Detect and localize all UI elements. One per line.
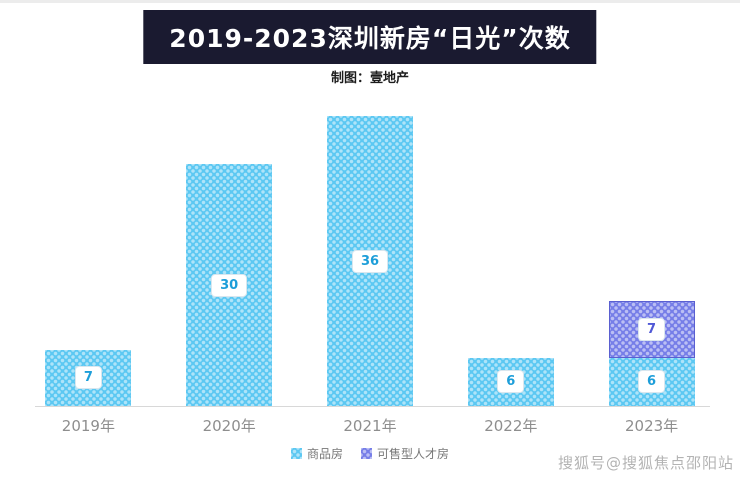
value-label: 7 bbox=[74, 366, 102, 390]
bar-column: 6 bbox=[440, 98, 581, 406]
plot-area: 7 30 36 6 7 6 bbox=[18, 98, 722, 406]
value-label: 36 bbox=[351, 249, 389, 273]
legend-swatch bbox=[361, 448, 372, 459]
x-axis-label: 2022年 bbox=[484, 417, 538, 435]
bar-column: 7 bbox=[18, 98, 159, 406]
legend-item: 商品房 bbox=[290, 445, 343, 462]
bar-segment: 7 bbox=[608, 301, 695, 358]
x-axis-labels: 2019年 2020年 2021年 2022年 2023年 bbox=[18, 415, 722, 436]
bar-column: 30 bbox=[159, 98, 300, 406]
x-axis-label: 2021年 bbox=[343, 417, 397, 435]
legend-label: 商品房 bbox=[306, 447, 343, 461]
value-label: 7 bbox=[638, 318, 666, 341]
x-axis-label: 2019年 bbox=[61, 417, 115, 435]
legend: 商品房 可售型人才房 bbox=[0, 445, 740, 462]
legend-item: 可售型人才房 bbox=[361, 445, 449, 462]
bar-segment: 36 bbox=[326, 116, 413, 406]
x-axis-label: 2023年 bbox=[624, 417, 679, 435]
bar-segment: 6 bbox=[608, 357, 695, 406]
chart-title: 2019-2023深圳新房“日光”次数 bbox=[143, 10, 597, 64]
watermark-text: 搜狐号@搜狐焦点邵阳站 bbox=[557, 454, 734, 472]
value-label: 30 bbox=[211, 273, 248, 297]
chart-subtitle: 制图：壹地产 bbox=[330, 71, 409, 86]
legend-label: 可售型人才房 bbox=[377, 447, 450, 461]
value-label: 6 bbox=[497, 370, 525, 394]
value-label: 6 bbox=[638, 370, 666, 394]
x-axis-line bbox=[35, 406, 710, 407]
bar-segment: 30 bbox=[186, 164, 273, 406]
bar-segment: 7 bbox=[45, 349, 132, 406]
bar-column: 36 bbox=[300, 98, 441, 406]
bar-segment: 6 bbox=[467, 357, 554, 406]
x-axis-label: 2020年 bbox=[202, 417, 256, 435]
legend-swatch bbox=[290, 448, 302, 459]
